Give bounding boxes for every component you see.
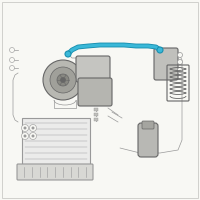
Circle shape (32, 127, 34, 129)
Circle shape (178, 60, 182, 64)
Bar (94, 108, 98, 111)
Circle shape (30, 124, 36, 132)
FancyBboxPatch shape (142, 121, 154, 129)
Circle shape (60, 77, 66, 82)
Circle shape (24, 127, 26, 129)
Circle shape (43, 60, 83, 100)
FancyBboxPatch shape (154, 48, 178, 80)
Circle shape (24, 135, 26, 137)
Circle shape (22, 132, 29, 140)
FancyBboxPatch shape (2, 2, 198, 198)
FancyBboxPatch shape (17, 164, 93, 180)
Circle shape (32, 135, 34, 137)
Circle shape (50, 67, 76, 93)
Bar (94, 118, 98, 121)
FancyBboxPatch shape (76, 56, 110, 82)
Circle shape (10, 66, 14, 71)
Circle shape (10, 47, 14, 52)
Circle shape (30, 132, 36, 140)
Circle shape (65, 51, 71, 57)
Bar (94, 113, 98, 116)
Circle shape (178, 68, 182, 72)
Circle shape (157, 47, 163, 53)
Circle shape (22, 124, 29, 132)
Circle shape (178, 52, 182, 58)
FancyBboxPatch shape (78, 78, 112, 106)
Circle shape (10, 58, 14, 62)
FancyBboxPatch shape (138, 123, 158, 157)
Circle shape (57, 74, 69, 86)
Bar (22, 118, 90, 164)
